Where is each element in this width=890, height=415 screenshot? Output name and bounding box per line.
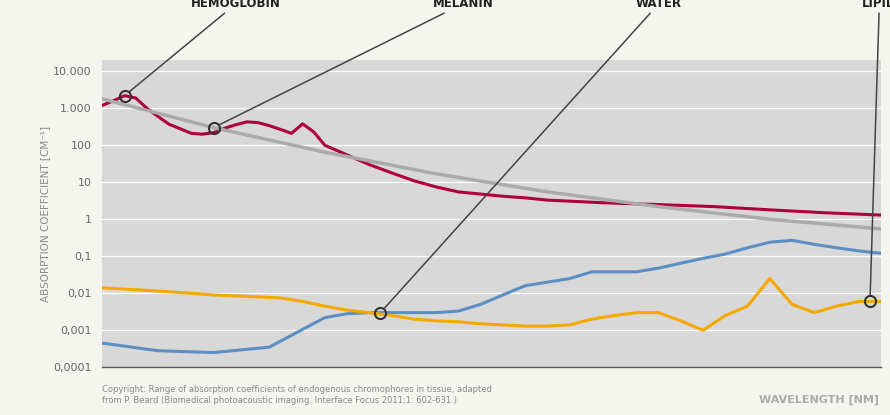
Text: Copyright: Range of absorption coefficients of endogenous chromophores in tissue: Copyright: Range of absorption coefficie… (102, 385, 492, 405)
Y-axis label: ABSORPTION COEFFICIENT [CM⁻¹]: ABSORPTION COEFFICIENT [CM⁻¹] (40, 126, 50, 302)
Text: LIPID: LIPID (862, 0, 890, 296)
Text: WATER: WATER (384, 0, 682, 308)
Text: WAVELENGTH [NM]: WAVELENGTH [NM] (759, 394, 879, 405)
Text: HEMOGLOBIN: HEMOGLOBIN (129, 0, 280, 92)
Text: MELANIN: MELANIN (219, 0, 493, 125)
